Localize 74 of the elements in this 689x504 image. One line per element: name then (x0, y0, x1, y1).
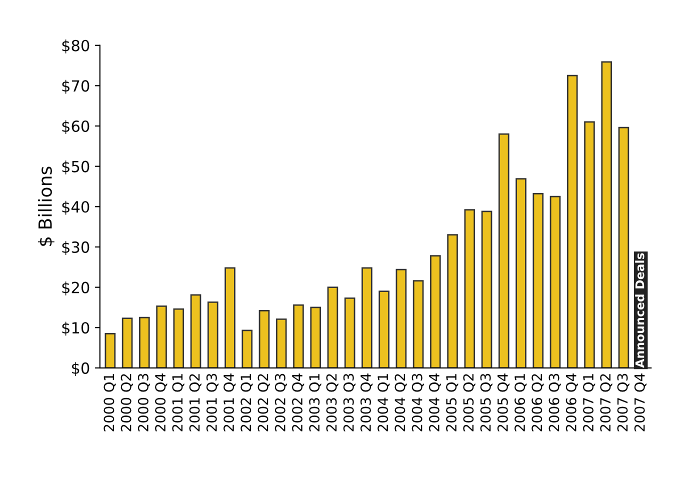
bar (122, 318, 133, 368)
bar (242, 330, 253, 368)
bar (276, 318, 287, 368)
bar (584, 121, 595, 368)
bar (464, 209, 476, 368)
x-tick-label: 2004 Q4 (428, 374, 442, 432)
x-tick-label: 2001 Q1 (172, 374, 184, 432)
y-tick-label: $80 (62, 40, 90, 54)
bar (601, 61, 612, 368)
x-tick-label: 2005 Q2 (463, 374, 476, 432)
x-tick-label: 2000 Q2 (120, 374, 133, 432)
y-axis-title: $ Billions (38, 166, 54, 246)
bar (362, 267, 372, 368)
bar (412, 280, 424, 368)
bar (481, 210, 492, 368)
y-tick-label: $0 (72, 362, 90, 376)
bar (344, 297, 356, 368)
bar (139, 316, 150, 368)
x-tick-label: 2005 Q1 (446, 374, 458, 432)
bar (430, 255, 441, 368)
bar (207, 302, 218, 368)
bar (190, 294, 202, 368)
x-tick-label: 2006 Q4 (566, 374, 578, 432)
x-tick-label: 2004 Q3 (412, 374, 424, 432)
x-tick-label: 2001 Q2 (189, 374, 202, 432)
x-tick-label: 2004 Q1 (378, 374, 390, 432)
bar (566, 74, 578, 368)
x-tick-label: 2002 Q3 (274, 374, 287, 432)
x-tick-label: 2003 Q2 (326, 374, 338, 432)
x-tick-label: 2005 Q4 (497, 374, 510, 432)
bar (532, 193, 544, 368)
x-tick-label: 2006 Q2 (532, 374, 544, 432)
x-tick-label: 2000 Q4 (155, 374, 168, 432)
y-tick-label: $10 (62, 322, 90, 336)
x-tick-label: 2003 Q1 (309, 374, 322, 432)
bar (310, 306, 321, 368)
bar (516, 178, 526, 368)
x-tick-label: 2005 Q3 (480, 374, 492, 432)
x-tick-label: 2004 Q2 (394, 374, 407, 432)
x-tick-label: 2000 Q1 (104, 374, 116, 432)
x-tick-label: 2002 Q1 (240, 374, 253, 432)
bar (550, 196, 561, 368)
bar (327, 286, 338, 368)
x-tick-label: 2006 Q3 (548, 374, 561, 432)
x-tick-label: 2007 Q3 (617, 374, 630, 432)
y-tick-label: $40 (62, 200, 90, 215)
bar (447, 234, 458, 368)
y-tick-label: $30 (62, 241, 90, 256)
x-tick-label: 2006 Q1 (514, 374, 527, 432)
x-tick-label: 2003 Q4 (360, 374, 373, 432)
bar (156, 306, 167, 368)
x-tick-label: 2007 Q4 (634, 374, 646, 432)
bar (258, 310, 270, 368)
bar (618, 126, 630, 368)
x-tick-label: 2001 Q4 (224, 374, 236, 432)
bar (173, 308, 184, 368)
x-tick-label: 2007 Q2 (600, 374, 612, 432)
y-tick-label: $20 (62, 281, 90, 296)
bar (293, 304, 304, 368)
bar (396, 268, 407, 368)
bar (378, 290, 390, 368)
x-tick-label: 2003 Q3 (343, 374, 356, 432)
y-tick-label: $70 (62, 80, 90, 94)
y-tick-label: $50 (62, 160, 90, 174)
y-tick-label: $60 (62, 120, 90, 134)
bar (104, 332, 116, 368)
x-tick-label: 2007 Q1 (583, 374, 596, 432)
x-tick-label: 2002 Q2 (258, 374, 270, 432)
x-tick-label: 2001 Q3 (206, 374, 219, 432)
bar (498, 133, 510, 368)
x-tick-label: 2000 Q3 (138, 374, 150, 432)
x-tick-label: 2002 Q4 (292, 374, 304, 432)
annotation: Announced Deals (635, 253, 644, 368)
bar (224, 267, 236, 368)
